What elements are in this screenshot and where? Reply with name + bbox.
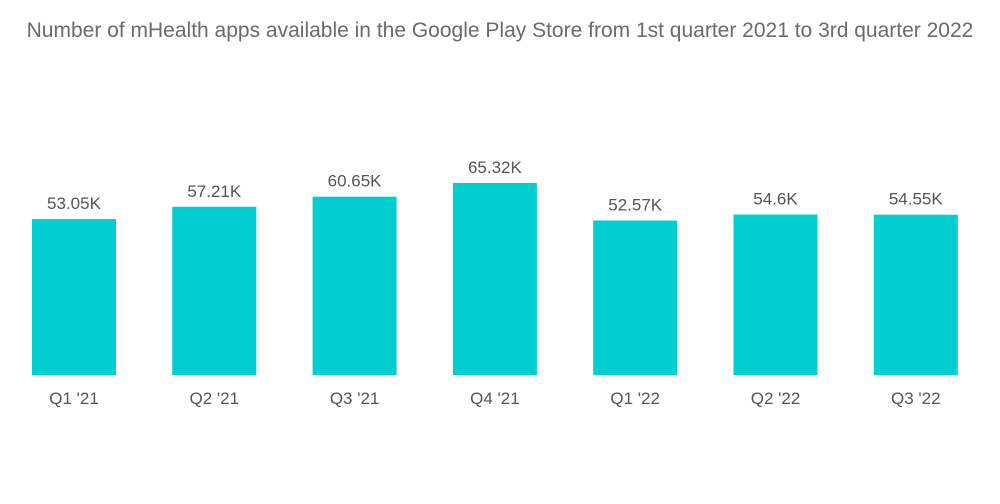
value-labels-layer: 53.05K 57.21K 60.65K 65.32K 52.57K 54.6K 54.55… bbox=[47, 158, 943, 215]
bar-6 bbox=[873, 214, 958, 375]
x-tick-label-4: Q1 '22 bbox=[610, 389, 660, 408]
bar-value-label-3: 65.32K bbox=[468, 158, 523, 177]
tick-labels-layer: Q1 '21 Q2 '21 Q3 '21 Q4 '21 Q1 '22 Q2 '22 Q3 '… bbox=[49, 389, 940, 408]
x-tick-label-0: Q1 '21 bbox=[49, 389, 99, 408]
bar-5 bbox=[733, 214, 818, 375]
bar-value-label-0: 53.05K bbox=[47, 194, 102, 213]
bar-value-label-6: 54.55K bbox=[889, 190, 944, 209]
chart-title: Number of mHealth apps available in the … bbox=[26, 19, 974, 42]
bar-0 bbox=[32, 219, 116, 375]
x-tick-label-2: Q3 '21 bbox=[330, 389, 380, 408]
bar-value-label-4: 52.57K bbox=[608, 196, 663, 215]
x-tick-label-5: Q2 '22 bbox=[751, 389, 801, 408]
bar-value-label-2: 60.65K bbox=[328, 172, 383, 191]
x-tick-label-1: Q2 '21 bbox=[190, 389, 240, 408]
bars-layer bbox=[32, 183, 958, 375]
bar-value-label-1: 57.21K bbox=[187, 182, 242, 201]
bar-4 bbox=[593, 220, 678, 375]
bar-1 bbox=[172, 206, 257, 375]
x-tick-label-6: Q3 '22 bbox=[891, 389, 941, 408]
bar-value-label-5: 54.6K bbox=[753, 190, 798, 209]
bar-3 bbox=[452, 183, 537, 375]
x-tick-label-3: Q4 '21 bbox=[470, 389, 520, 408]
bar-2 bbox=[312, 196, 397, 375]
